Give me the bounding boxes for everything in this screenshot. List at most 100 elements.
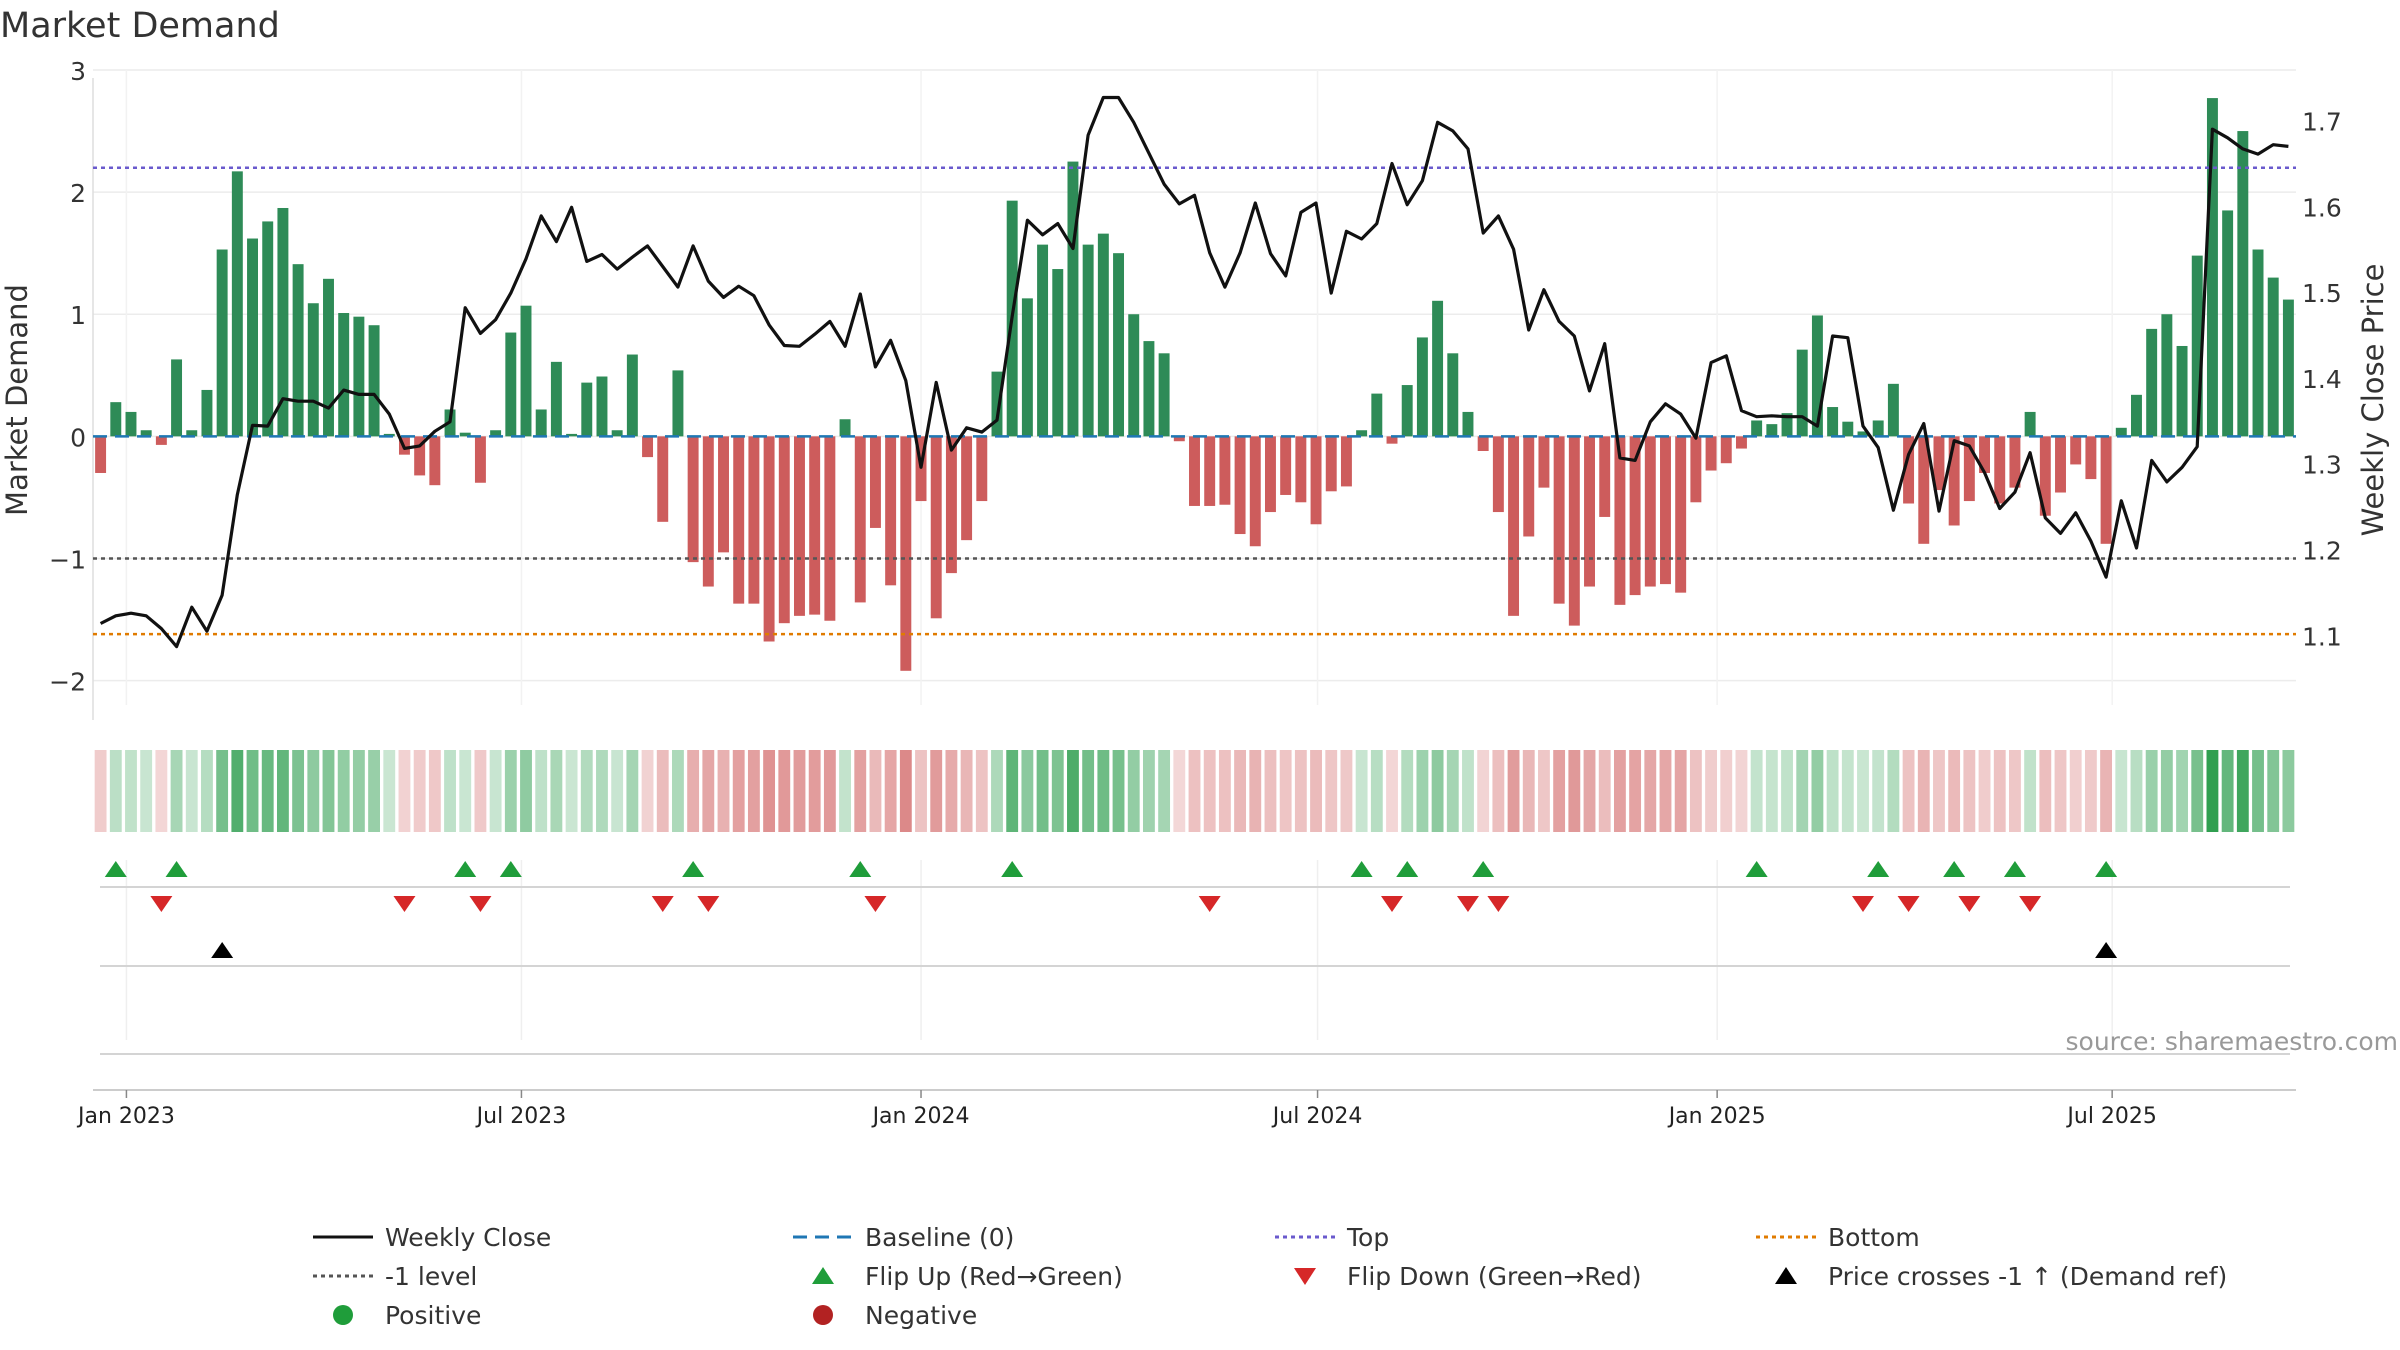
price-cross-marker bbox=[211, 942, 234, 958]
demand-bar bbox=[1295, 436, 1307, 503]
demand-bar bbox=[809, 436, 821, 615]
flip-down-marker bbox=[651, 896, 674, 912]
heat-cell bbox=[2069, 750, 2082, 832]
demand-bar bbox=[1204, 436, 1216, 506]
heat-cell bbox=[535, 750, 548, 832]
y2-tick-label: 1.4 bbox=[2302, 365, 2342, 394]
demand-bar bbox=[626, 354, 638, 437]
demand-bar bbox=[596, 376, 608, 437]
demand-bar bbox=[429, 436, 441, 486]
demand-bar bbox=[1492, 436, 1504, 513]
legend-label: Positive bbox=[385, 1301, 481, 1330]
flip-up-marker bbox=[499, 861, 522, 877]
heat-cell bbox=[383, 750, 396, 832]
legend-swatch-positive bbox=[333, 1305, 353, 1325]
heat-cell bbox=[991, 750, 1003, 832]
heat-cell bbox=[2100, 750, 2113, 832]
demand-bar bbox=[763, 436, 775, 642]
demand-bar bbox=[247, 238, 258, 437]
demand-bar bbox=[2267, 277, 2279, 437]
flip-up-marker bbox=[682, 861, 705, 877]
heat-cell bbox=[1158, 750, 1171, 832]
heat-cell bbox=[1036, 750, 1049, 832]
x-tick-label: Jan 2023 bbox=[76, 1104, 175, 1129]
demand-bar bbox=[1675, 436, 1687, 593]
demand-bar bbox=[1735, 436, 1747, 449]
heat-cell bbox=[1051, 750, 1064, 832]
heat-cell bbox=[596, 750, 608, 832]
heat-cell bbox=[823, 750, 836, 832]
demand-bar bbox=[611, 430, 623, 437]
heat-cell bbox=[1674, 750, 1687, 832]
heat-cell bbox=[717, 750, 730, 832]
heat-cell bbox=[1310, 750, 1322, 832]
demand-bar bbox=[262, 221, 274, 437]
heat-cell bbox=[1978, 750, 1991, 832]
heat-cell bbox=[1462, 750, 1474, 832]
heat-cell bbox=[337, 750, 350, 832]
demand-bar bbox=[201, 389, 213, 437]
legend-label: -1 level bbox=[385, 1262, 477, 1291]
demand-bar bbox=[1918, 436, 1930, 544]
heat-cell bbox=[2115, 750, 2128, 832]
demand-bar bbox=[778, 436, 790, 624]
heat-cell bbox=[1386, 750, 1398, 832]
flip-down-marker bbox=[1456, 896, 1479, 912]
heat-cell bbox=[732, 750, 745, 832]
legend-swatch-flip-up bbox=[812, 1267, 834, 1284]
heat-cell bbox=[413, 750, 426, 832]
legend-label: Weekly Close bbox=[385, 1223, 551, 1252]
heat-cell bbox=[1370, 750, 1383, 832]
heat-cell bbox=[2282, 750, 2295, 832]
demand-bar bbox=[961, 436, 973, 541]
heat-cell bbox=[2130, 750, 2143, 832]
heat-cell bbox=[2039, 750, 2052, 832]
heat-cell bbox=[1993, 750, 2006, 832]
y-tick-label: 2 bbox=[70, 179, 86, 208]
flip-up-marker bbox=[165, 861, 188, 877]
heat-cell bbox=[2084, 750, 2097, 832]
demand-bar bbox=[672, 370, 684, 437]
demand-bar bbox=[1508, 436, 1520, 616]
heat-cell bbox=[1841, 750, 1854, 832]
heat-cell bbox=[1933, 750, 1945, 832]
heat-cell bbox=[1705, 750, 1717, 832]
y-tick-label: −1 bbox=[49, 545, 86, 574]
demand-bar bbox=[1568, 436, 1580, 626]
heat-cell bbox=[1082, 750, 1095, 832]
demand-bar bbox=[854, 436, 866, 603]
demand-bar bbox=[733, 436, 745, 604]
heat-cell bbox=[1294, 750, 1307, 832]
demand-bar bbox=[1189, 436, 1200, 506]
demand-bar bbox=[171, 359, 183, 437]
demand-bar bbox=[292, 264, 304, 437]
legend-item: Price crosses -1 ↑ (Demand ref) bbox=[1775, 1262, 2227, 1291]
demand-bar bbox=[2115, 427, 2127, 437]
heat-cell bbox=[1188, 750, 1201, 832]
demand-bar bbox=[535, 409, 547, 437]
legend-item: Baseline (0) bbox=[793, 1223, 1014, 1252]
demand-bar bbox=[2176, 345, 2188, 437]
demand-bar bbox=[368, 325, 380, 437]
legend: Weekly Close Baseline (0) Top Bottom -1 leve… bbox=[313, 1223, 2227, 1330]
heat-cell bbox=[1127, 750, 1140, 832]
flip-up-marker bbox=[849, 861, 872, 877]
demand-bar bbox=[930, 436, 942, 619]
flip-down-marker bbox=[1897, 896, 1920, 912]
demand-bar bbox=[520, 305, 532, 437]
heat-cell bbox=[1112, 750, 1125, 832]
heat-cell bbox=[1538, 750, 1550, 832]
heat-cell bbox=[1948, 750, 1961, 832]
demand-bar bbox=[1751, 420, 1763, 437]
demand-bar bbox=[155, 436, 167, 445]
heat-cell bbox=[930, 750, 943, 832]
y-tick-label: 0 bbox=[70, 423, 86, 452]
heat-cell bbox=[520, 750, 532, 832]
demand-bar bbox=[991, 371, 1003, 437]
demand-bar bbox=[2009, 436, 2021, 488]
heat-cell bbox=[1006, 750, 1019, 832]
y2-axis-label: Weekly Close Price bbox=[2356, 264, 2390, 537]
flip-up-marker bbox=[1001, 861, 1024, 877]
demand-bar bbox=[2206, 98, 2218, 437]
